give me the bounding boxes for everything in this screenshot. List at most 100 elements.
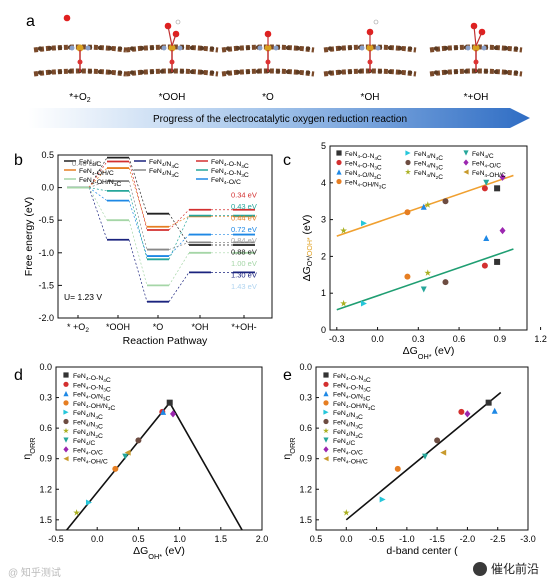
data-point-1 [458,408,465,415]
data-point-7 [122,453,129,460]
legend-marker [405,159,411,166]
panel-c-legend: FeN4-O-N4CFeN4-O-N3CFeN4-O/N3CFeN4-OH/N3… [336,150,506,191]
axial-o-atom [77,59,83,65]
legend-marker [336,169,342,175]
legend: FeN4-O-N4CFeN4-O-N3CFeN4-O/N3CFeN4-OH/N3… [323,372,375,466]
data-point-5 [434,437,441,444]
energy-connector [128,167,148,227]
panel-b-chart: 0.5 0.0 -0.5 -1.0 -1.5 -2.0 * +O2 *OOH *O *OH *+OH… [23,150,273,347]
legend-marker [405,168,411,175]
carbon-atom [275,69,281,74]
n-atom [85,45,91,51]
y-tick-label: 0.9 [299,454,312,464]
carbon-atom [97,45,103,50]
data-point-7 [483,179,490,186]
legend-label: FeN4/N2C [333,429,363,440]
legend-marker [336,150,342,156]
data-point-8 [170,410,177,418]
panel-a-letter: a [26,13,35,30]
x-tick-label: -0.3 [329,334,345,344]
y-tick-label: 0.0 [39,362,52,372]
n-atom [69,45,75,51]
legend-marker [63,409,69,415]
legend-label: FeN4-OH/N3C [333,401,375,412]
x-tick-label: -2.5 [490,534,506,544]
x-tick-label: 1.0 [173,534,186,544]
carbon-atom [443,70,449,75]
legend-label: FeN4-O-N4C [345,151,382,162]
carbon-atom [179,69,185,74]
graphene-layer [125,44,219,53]
axial-o-atom [169,59,175,65]
carbon-atom [255,69,261,74]
h-atom [373,19,379,25]
y-tick-label: -1.5 [38,280,54,290]
carbon-atom [245,45,251,50]
carbon-atom [347,69,353,75]
carbon-atom [285,69,291,75]
graphene-layer [221,68,315,77]
adsorption-model-4 [429,22,523,77]
legend-label: FeN4-OH/N3C [73,401,115,412]
data-point-0 [485,399,492,406]
carbon-atom [97,69,103,75]
data-point-18 [494,258,501,265]
y-tick-label: -2.0 [38,313,54,323]
carbon-atom [453,45,459,50]
legend-marker [405,150,411,156]
y-tick-label: 1.2 [299,484,312,494]
legend-marker [323,400,329,406]
series-7 [67,186,255,287]
carbon-atom [235,46,241,51]
y-tick-label: 0.3 [39,393,52,403]
carbon-atom [463,69,469,74]
legend-label: FeN4-O-N4C [333,373,371,384]
carbon-atom [189,45,195,50]
legend-label: FeN4/N3C [149,168,179,179]
panel-a-label-4: *+OH [464,92,489,103]
adsorbate-o-atom [63,14,71,22]
panel-a-label-2: *O [262,92,274,103]
n-atom [375,45,381,51]
x-tick-label: 2.0 [256,534,269,544]
carbon-atom [503,46,509,51]
legend-label: FeN4/N4C [414,151,443,162]
x-tick-label: *+OH- [231,322,256,332]
x-tick-label: 0.5 [310,534,323,544]
legend-label: FeN4/N2C [414,170,443,181]
legend-marker [323,437,329,443]
graphene-layer [429,68,523,77]
energy-label-3: 0.72 eV [231,225,257,234]
legend-label: FeN4-O/C [333,447,363,456]
x-axis-label: Reaction Pathway [123,335,208,347]
x-axis-label: d-band center ( [386,545,458,557]
energy-connector [128,161,148,231]
legend-marker [323,418,329,425]
carbon-atom [139,70,145,75]
panel-e-chart: 0.5 0.0 -0.5 -1.0 -1.5 -2.0 -2.5 -3.0 0.0 0.3 0.6 0… [281,362,536,557]
adsorbate-bond [171,33,177,47]
carbon-atom [87,69,93,74]
carbon-atom [357,69,363,74]
carbon-atom [57,69,63,75]
data-point-4 [379,496,386,503]
y-tick-label: 0.5 [41,150,54,160]
data-point-3 [420,203,427,210]
data-point-3 [394,465,401,472]
x-axis-label: ΔGOH* (eV) [403,345,455,361]
legend-marker [336,178,342,185]
data-point-9 [124,449,131,456]
graphene-layer [323,44,417,53]
energy-connector [88,187,108,192]
y-tick-label: 0 [321,325,326,335]
carbon-atom [443,46,449,51]
carbon-atom [37,46,43,51]
axial-o-atom [367,59,373,65]
graphene-layer [323,68,417,77]
carbon-atom [199,46,205,51]
watermark-left: @ 知乎测试 [8,568,61,579]
legend-label: FeN4-O-N3C [211,168,249,179]
carbon-atom [57,45,63,50]
annotation-top: 0.46 eV [72,159,98,168]
legend-marker [63,400,69,406]
